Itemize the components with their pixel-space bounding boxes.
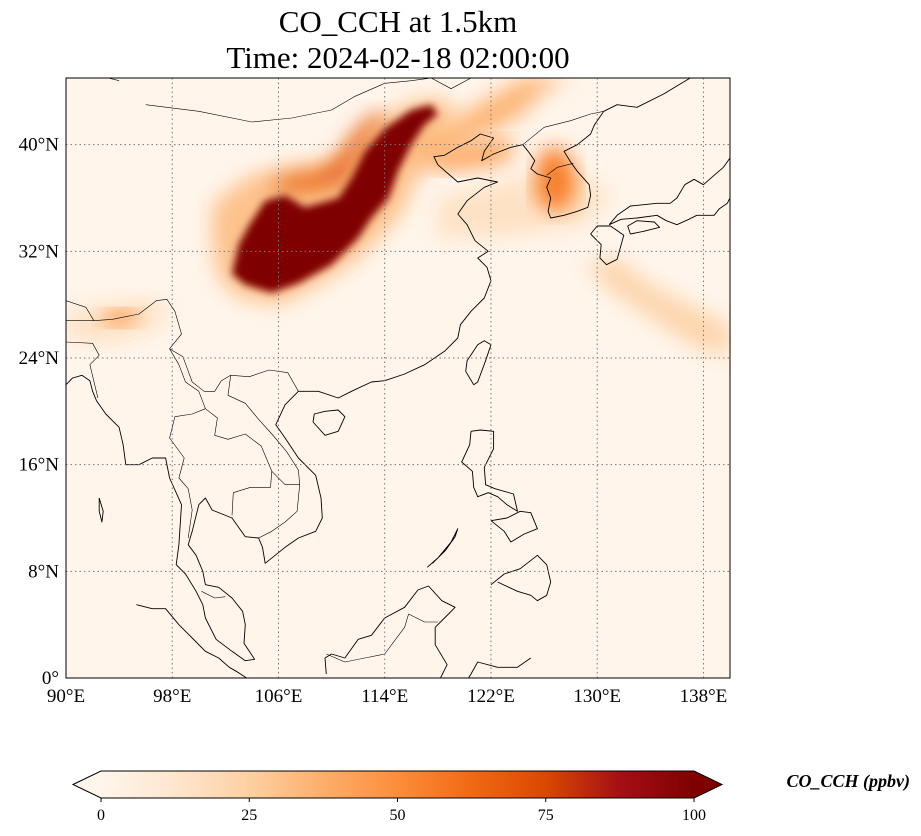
map-title: CO_CCH at 1.5km Time: 2024-02-18 02:00:0… (66, 4, 730, 76)
coastline-shikoku (627, 220, 661, 235)
colorbar-tick-label-25: 25 (241, 807, 257, 824)
lat-tick-label-16: 16°N (19, 455, 60, 476)
latitude-ticks: 0° 8°N 16°N 24°N 32°N 40°N (19, 135, 60, 689)
coastline-palawan (426, 528, 459, 568)
plume-main-plume-core (232, 104, 438, 293)
border-cambodia-north (271, 471, 300, 486)
border-laos-vietnam (227, 375, 301, 539)
border-borneo-interior (326, 613, 438, 663)
border-china-border-north (145, 78, 432, 123)
coastline-hainan (312, 409, 346, 436)
coastline-visayas (490, 510, 538, 543)
plume-plume-edge (265, 115, 392, 192)
plume-north-streak (411, 78, 571, 165)
colorbar-extend-high (694, 771, 722, 798)
coastline-sakhalin-coast (603, 78, 691, 112)
border-china-korea (522, 111, 604, 145)
colorbar: 0 25 50 75 100 CO_CCH (ppbv) (71, 770, 911, 824)
colorbar-ticks: 0 25 50 75 100 (97, 798, 706, 824)
coastline-mindanao (490, 554, 552, 602)
lat-tick-label-8: 8°N (28, 561, 59, 582)
lat-tick-label-40: 40°N (19, 135, 60, 156)
plume-korea-plume (534, 144, 578, 212)
lat-tick-label-24: 24°N (19, 348, 60, 369)
gridlines (66, 78, 730, 678)
country-borders (66, 78, 604, 663)
border-malay-thai (201, 591, 226, 599)
border-himalaya (66, 298, 299, 392)
colorbar-tick-label-75: 75 (538, 807, 554, 824)
coastline-honshu-north (608, 157, 730, 225)
lon-tick-label-106: 106°E (255, 686, 303, 707)
lon-tick-label-114: 114°E (361, 686, 408, 707)
map-frame (65, 77, 731, 679)
title-line-1: CO_CCH at 1.5km (278, 4, 518, 39)
title-line-2: Time: 2024-02-18 02:00:00 (226, 40, 570, 75)
lon-tick-label-98: 98°E (153, 686, 191, 707)
lon-tick-label-122: 122°E (467, 686, 515, 707)
lon-tick-label-138: 138°E (680, 686, 728, 707)
colorbar-tick-label-100: 100 (682, 807, 706, 824)
coastline-sulawesi (468, 657, 532, 678)
longitude-ticks: 90°E 98°E 106°E 114°E 122°E 130°E 138°E (47, 686, 727, 707)
plume-bohai-plume (431, 138, 518, 172)
coastline-borneo (324, 585, 456, 678)
coastlines (66, 78, 730, 678)
colorbar-extend-low (73, 771, 101, 798)
border-dprk-rok (546, 163, 574, 176)
coastline-china-coast (298, 133, 523, 399)
lon-tick-label-90: 90°E (47, 686, 85, 707)
border-laos-thailand (205, 408, 273, 516)
plume-japan-sea-band (583, 258, 730, 358)
coastline-honshu (609, 197, 730, 226)
colorbar-tick-label-50: 50 (390, 807, 406, 824)
colorbar-title: CO_CCH (ppbv) (787, 771, 911, 792)
coastline-kyushu (590, 225, 625, 266)
concentration-field (66, 78, 730, 358)
colorbar-tick-label-0: 0 (97, 807, 105, 824)
coastline-korea (522, 111, 605, 219)
coastline-bay-of-bengal-islands (98, 497, 104, 523)
border-china-northeast (431, 78, 472, 89)
colorbar-gradient (101, 771, 694, 798)
lon-tick-label-130: 130°E (573, 686, 621, 707)
coastline-luzon (461, 429, 518, 512)
border-myanmar-east (169, 348, 206, 539)
border-bangladesh (66, 341, 100, 399)
lat-tick-label-0: 0° (42, 668, 59, 689)
lat-tick-label-32: 32°N (19, 241, 60, 262)
coastline-sumatra (136, 604, 247, 678)
